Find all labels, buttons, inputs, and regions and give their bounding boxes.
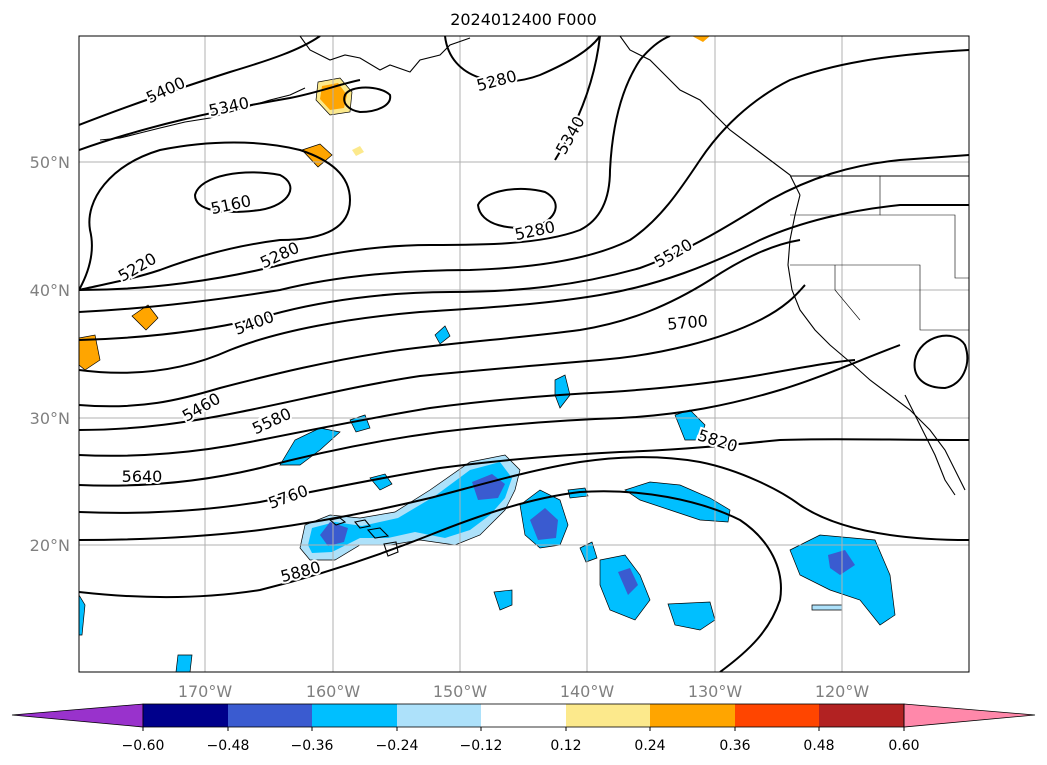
contour-label: 5700	[666, 311, 708, 333]
map-title: 2024012400 F000	[450, 10, 597, 29]
lon-label-130w: 130°W	[688, 682, 743, 701]
hawaii-2	[353, 519, 372, 529]
contour-5280	[79, 36, 671, 291]
lon-label-120w: 120°W	[815, 682, 870, 701]
colorbar-tick-label: 0.48	[803, 738, 834, 754]
colorbar-segment	[566, 704, 650, 727]
contour-5280-low	[476, 187, 557, 229]
lon-label-150w: 150°W	[433, 682, 488, 701]
aleutians	[99, 87, 306, 141]
shade-orange-3	[352, 146, 364, 156]
colorbar-tick-label: 0.36	[719, 738, 750, 754]
colorbar-segment	[312, 704, 397, 727]
colorbar: −0.60 −0.48 −0.36 −0.24 −0.12 0.12 0.24 …	[11, 703, 1036, 754]
contour-5340-north	[79, 79, 361, 151]
shade-orange-4	[131, 304, 159, 331]
lat-label-40n: 40°N	[30, 281, 70, 300]
colorbar-extend-high	[903, 703, 1036, 728]
alaska-coast	[299, 36, 471, 73]
contour-5340	[79, 49, 969, 313]
contour-5220	[79, 141, 352, 291]
colorbar-segment	[143, 704, 228, 727]
state-borders	[790, 176, 969, 331]
lon-label-140w: 140°W	[560, 682, 615, 701]
shade-orange-6	[692, 36, 710, 42]
contour-5580	[79, 284, 806, 431]
colorbar-tick-label: −0.48	[207, 738, 250, 754]
shade-blue-16	[434, 325, 451, 345]
colorbar-segment	[819, 704, 904, 727]
graticule	[79, 36, 969, 672]
lon-label-170w: 170°W	[178, 682, 233, 701]
colorbar-tick-label: 0.60	[888, 738, 919, 754]
shade-blue-13	[175, 654, 193, 672]
colorbar-extend-low	[11, 703, 144, 728]
contour-5280-north	[444, 36, 601, 83]
colorbar-segment	[397, 704, 481, 727]
colorbar-tick-label: −0.60	[122, 738, 165, 754]
baja	[904, 394, 956, 496]
contour-5760	[79, 438, 969, 514]
colorbar-tick-label: −0.36	[291, 738, 334, 754]
shade-blue-4	[554, 374, 571, 409]
colorbar-segment	[735, 704, 819, 727]
contour-5520	[79, 239, 801, 408]
shade-blue-5	[624, 481, 731, 523]
contour-5820	[79, 456, 969, 541]
hawaii-3	[366, 527, 390, 539]
lat-label-30n: 30°N	[30, 409, 70, 428]
shade-orange-5	[79, 334, 101, 371]
shade-blue-10	[493, 589, 513, 611]
lat-label-20n: 20°N	[30, 536, 70, 555]
colorbar-segment	[650, 704, 735, 727]
contour-5400-north	[79, 36, 321, 126]
contour-5880-low	[913, 334, 969, 390]
shade-blue-band-inner	[308, 462, 512, 553]
height-contours	[79, 36, 969, 672]
lat-label-50n: 50°N	[30, 153, 70, 172]
shade-blue-14	[811, 604, 843, 611]
shade-blue-8	[667, 601, 716, 631]
contour-5340-mid	[554, 36, 601, 161]
longitude-labels: 170°W 160°W 150°W 140°W 130°W 120°W	[178, 682, 870, 701]
contour-5700	[79, 344, 901, 487]
colorbar-tick-label: −0.24	[376, 738, 419, 754]
shade-royal-3	[530, 508, 558, 540]
shade-blue-11	[579, 541, 598, 563]
colorbar-tick-label: 0.12	[550, 738, 581, 754]
colorbar-segment	[481, 704, 566, 727]
contour-5160	[193, 171, 292, 213]
shade-blue-12	[79, 594, 86, 636]
contour-5400	[79, 154, 969, 341]
contour-5340-loop	[343, 86, 392, 114]
shade-royal-4	[618, 568, 638, 595]
latitude-labels: 50°N 40°N 30°N 20°N	[30, 153, 70, 555]
contour-5640	[79, 359, 856, 457]
canada-coast	[619, 36, 801, 196]
contour-5460	[79, 204, 969, 374]
colorbar-tick-label: −0.12	[460, 738, 503, 754]
lon-label-160w: 160°W	[306, 682, 361, 701]
shade-blue-north	[279, 427, 341, 466]
shade-royal-1	[320, 522, 348, 546]
map-frame	[78, 35, 970, 673]
colorbar-segment	[228, 704, 312, 727]
contour-label: 5640	[122, 467, 163, 486]
colorbar-tick-label: 0.24	[634, 738, 665, 754]
contour-5880	[79, 490, 782, 672]
